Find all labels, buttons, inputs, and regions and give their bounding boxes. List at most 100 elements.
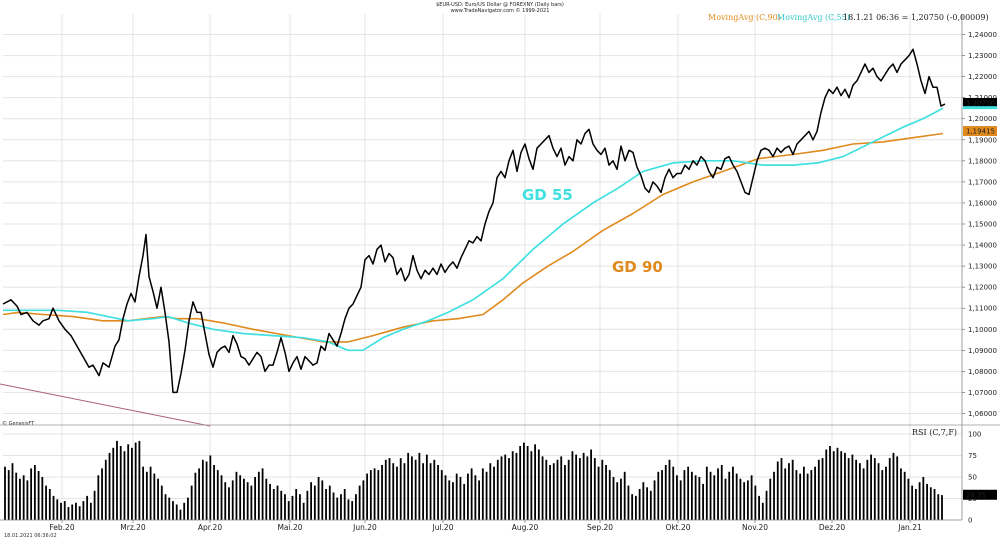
rsi-bar [858,463,861,520]
trendline [0,383,211,427]
rsi-bar [444,475,447,520]
rsi-bar [243,478,245,520]
rsi-bar [832,451,835,520]
rsi-bar [89,502,92,520]
rsi-bar [788,463,790,520]
rsi-y-tick-label: 75 [968,452,977,460]
rsi-bar [746,480,749,520]
rsi-bars [4,440,943,520]
ma55-marker [963,106,997,110]
rsi-bar [638,489,641,520]
rsi-bar [776,461,779,520]
rsi-bar [844,452,846,520]
rsi-bar [567,459,570,520]
y-tick-label: 1,09000 [968,347,997,355]
y-tick-label: 1,17000 [968,178,997,186]
legend-ma90: MovingAvg (C,90) [708,13,781,22]
rsi-bar [870,454,872,520]
rsi-bar [228,487,230,520]
rsi-bar [485,471,488,520]
rsi-bar [489,463,492,520]
rsi-bar [802,466,805,520]
rsi-bar [101,468,103,520]
rsi-bar [911,485,914,520]
rsi-bar [941,495,943,520]
y-tick-label: 1,16000 [968,199,997,207]
rsi-bar [220,475,223,520]
rsi-bar [743,482,746,520]
rsi-bar [705,466,708,520]
rsi-bar [459,477,462,520]
rsi-bar [847,458,850,520]
rsi-bar [608,470,611,520]
y-tick-label: 1,08000 [968,368,997,376]
rsi-bar [437,465,439,520]
rsi-bar [56,499,59,520]
series-lines [2,48,946,394]
rsi-bar [877,463,880,520]
rsi-bar [773,471,775,520]
rsi-bar [914,489,917,520]
rsi-bar [922,477,925,520]
value-markers: 1,20750 1,19415 29,35 [963,97,997,500]
rsi-bar [679,480,682,520]
x-tick-label: Mai.20 [277,523,302,532]
rsi-bar [851,454,854,520]
rsi-bar [892,452,895,520]
rsi-bar [250,485,253,520]
rsi-bar [593,458,596,520]
rsi-bar [795,470,798,520]
rsi-bar [284,494,286,520]
x-tick-label: Mrz.20 [120,523,146,532]
rsi-bar [11,463,14,520]
rsi-bar [560,456,563,520]
rsi-bar [347,499,350,520]
rsi-bar [601,459,604,520]
ma90-marker: 1,19415 [966,128,995,136]
chart-subtitle: www.TradeNavigator.com © 1999-2021 [450,8,550,14]
rsi-bar [571,451,574,520]
rsi-bar [433,459,436,520]
rsi-bar [515,452,518,520]
rsi-bar [556,459,559,520]
rsi-bar [933,489,936,520]
rsi-bar [761,502,764,520]
rsi-bar [732,466,734,520]
rsi-bar [340,494,342,520]
rsi-bar [313,485,316,520]
rsi-bar [332,492,335,520]
rsi-bar [328,485,331,520]
price-marker: 1,20750 [966,100,995,108]
rsi-bar [86,495,89,520]
rsi-bar [493,466,495,520]
x-tick-label: Jan.21 [897,523,922,532]
rsi-bar [937,494,940,520]
rsi-bar [179,509,182,520]
x-tick-label: Nov.20 [742,523,768,532]
rsi-bar [929,487,932,520]
rsi-bar [735,473,738,520]
rsi-bar [82,501,85,520]
rsi-bar [664,465,667,520]
rsi-bar [63,501,66,520]
rsi-bar [403,463,406,520]
y-tick-label: 1,20000 [968,115,997,123]
rsi-bar [672,466,675,520]
rsi-bar [254,477,257,520]
rsi-bar [306,490,309,520]
rsi-bar [537,449,540,520]
rsi-bar [765,490,768,520]
rsi-bar [728,471,731,520]
rsi-bar [399,458,402,520]
rsi-bar [205,461,208,520]
ma90-marker-bg [963,126,997,137]
rsi-bar [866,459,869,520]
rsi-bar [511,451,514,520]
rsi-bar [235,471,238,520]
rsi-bar [418,452,421,520]
y-tick-label: 1,14000 [968,242,997,250]
x-tick-label: Apr.20 [198,523,222,532]
y-tick-label: 1,24000 [968,31,997,39]
rsi-bar [623,471,626,520]
